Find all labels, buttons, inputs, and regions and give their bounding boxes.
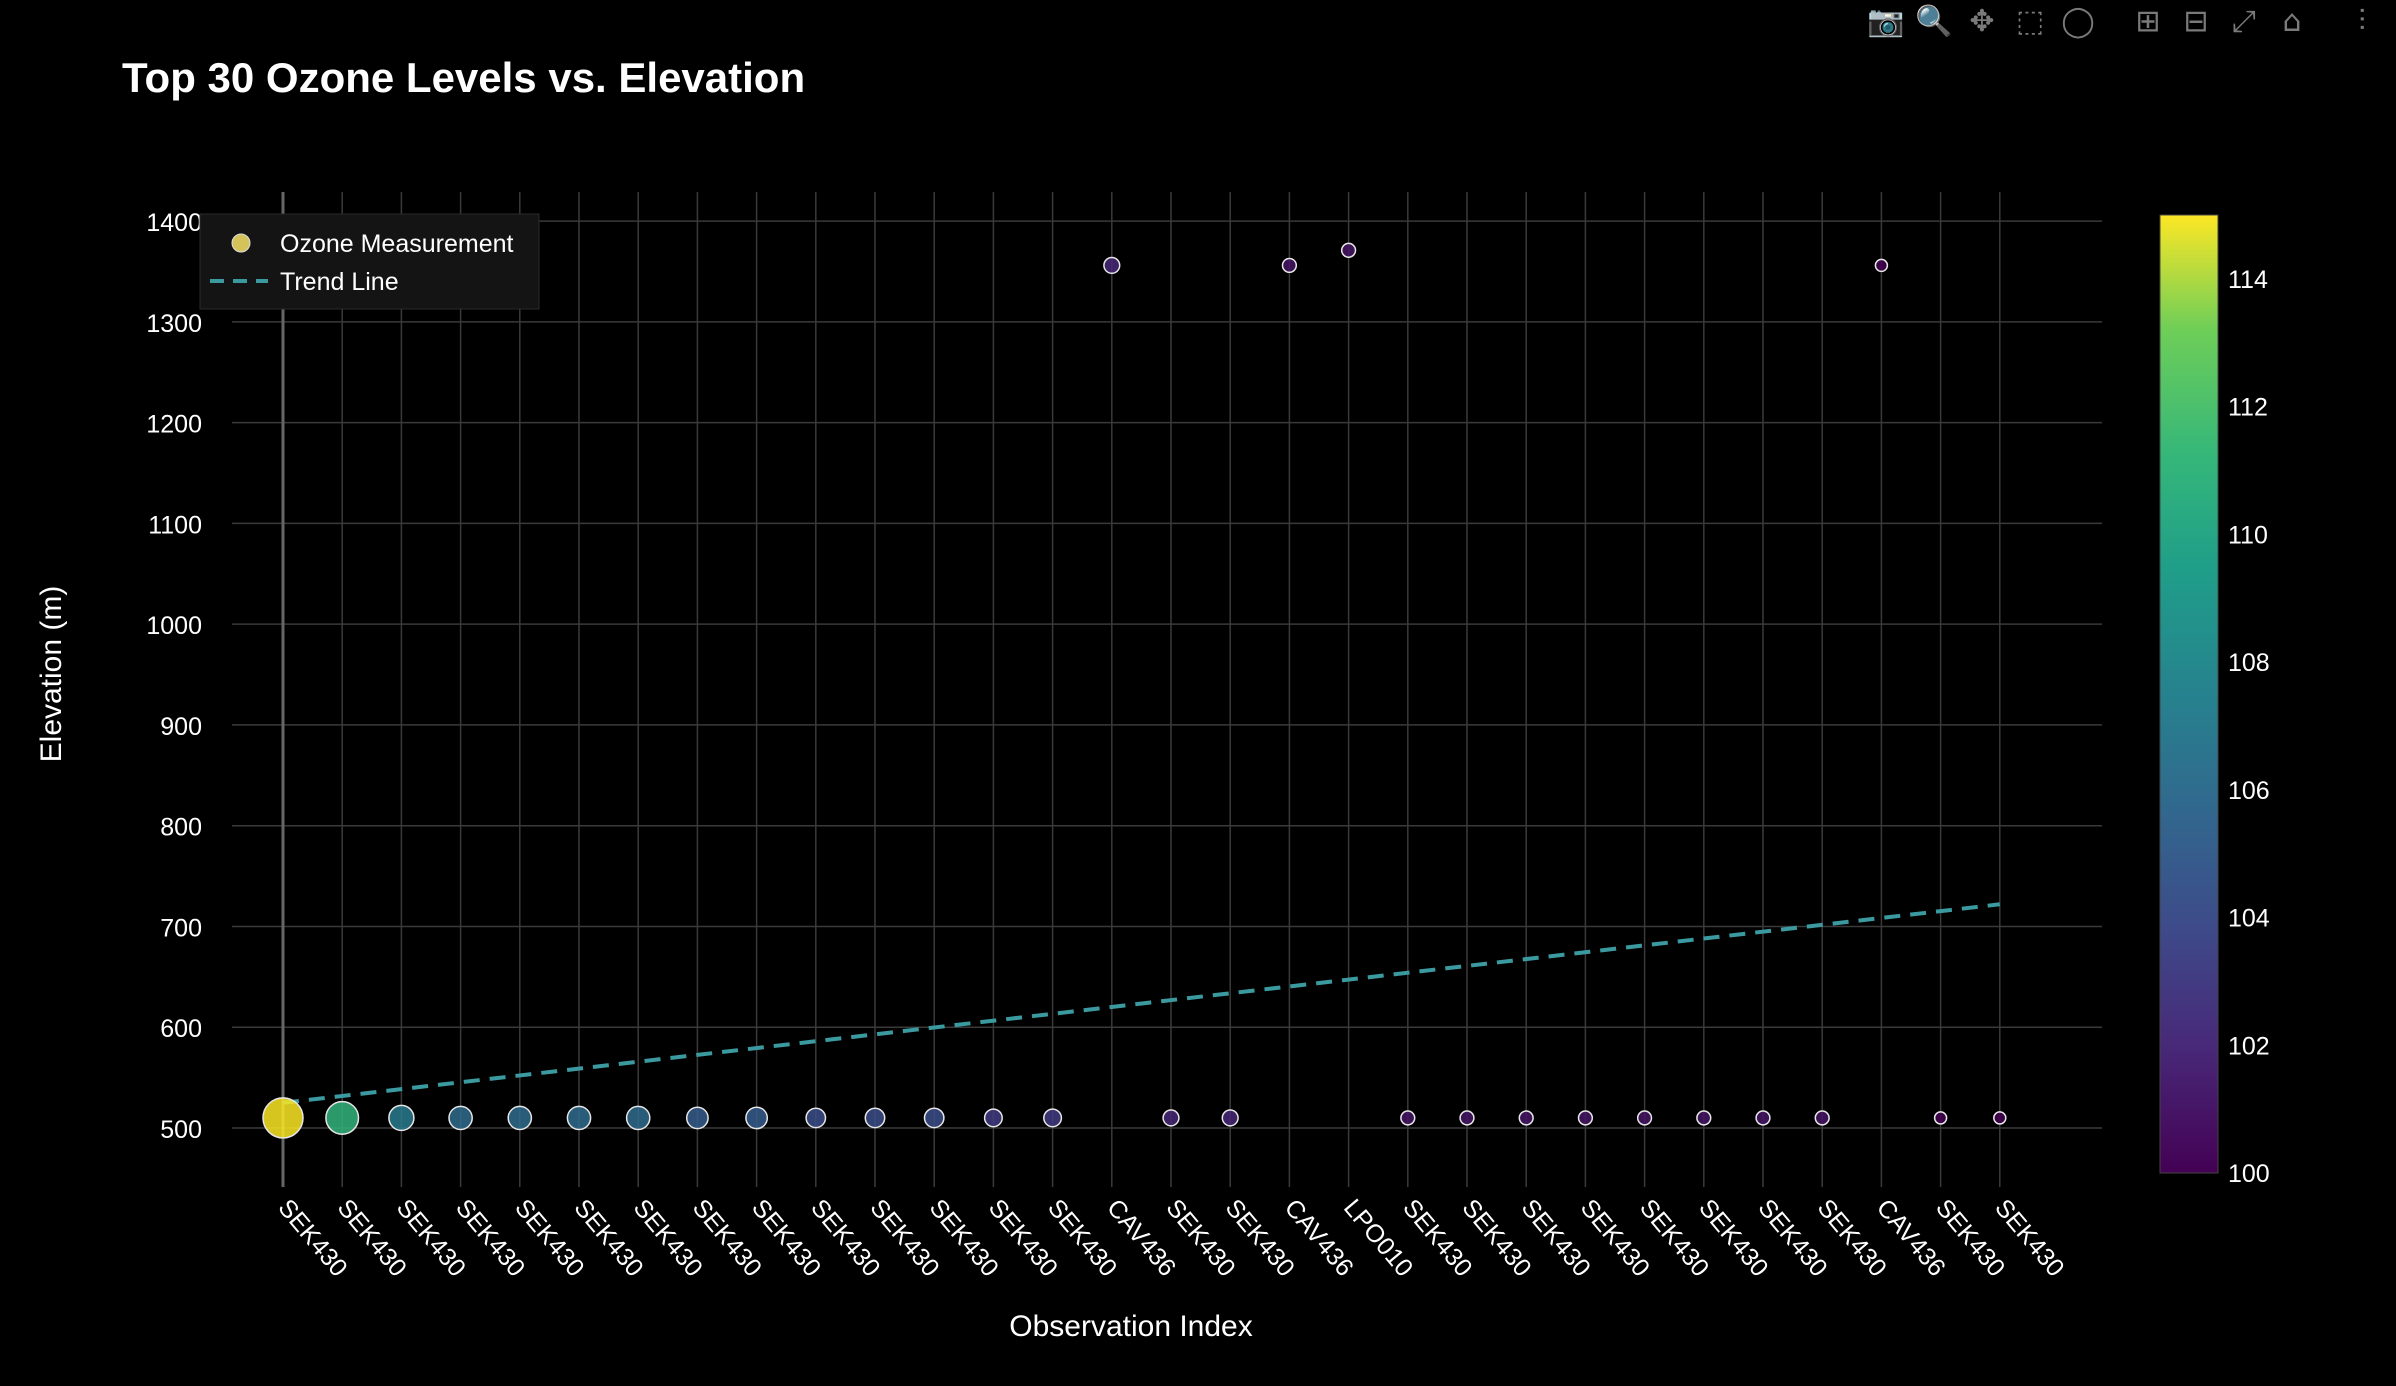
legend-marker-ozone xyxy=(231,233,251,253)
pan-icon[interactable]: ✥ xyxy=(1969,4,1995,39)
y-tick-label: 500 xyxy=(160,1116,202,1144)
trend-line xyxy=(282,902,2001,1105)
scatter-point[interactable] xyxy=(507,1105,533,1131)
x-axis-ticks: SEK430SEK430SEK430SEK430SEK430SEK430SEK4… xyxy=(272,1194,2069,1282)
y-axis-ticks: 500 600 700 800 900 1000 1100 1200 1300 1400 xyxy=(146,209,202,1144)
colorbar-tick-label: 102 xyxy=(2228,1032,2270,1060)
modebar: 📷 🔍 ✥ ⬚ ◯ ⊞ ⊟ ⤢ ⌂ ⫶ xyxy=(1862,4,2386,40)
scatter-point[interactable] xyxy=(1874,258,1889,273)
camera-icon[interactable]: 📷 xyxy=(1867,4,1905,39)
scatter-point[interactable] xyxy=(805,1107,827,1129)
y-tick-label: 1100 xyxy=(148,511,202,539)
colorbar-tick-label: 108 xyxy=(2228,649,2270,677)
scatter-point[interactable] xyxy=(864,1107,886,1129)
colorbar-tick-label: 110 xyxy=(2228,521,2268,549)
scatter-point[interactable] xyxy=(923,1107,945,1129)
scatter-point[interactable] xyxy=(983,1108,1003,1128)
y-tick-label: 1000 xyxy=(146,612,202,640)
y-tick-label: 600 xyxy=(160,1015,202,1043)
scatter-point[interactable] xyxy=(1281,257,1298,274)
scatter-point[interactable] xyxy=(1518,1110,1534,1126)
scatter-point[interactable] xyxy=(1814,1110,1830,1126)
y-tick-label: 700 xyxy=(160,914,202,942)
y-tick-label: 1400 xyxy=(146,209,202,237)
scatter-point[interactable] xyxy=(388,1104,415,1132)
box-select-icon[interactable]: ⬚ xyxy=(2015,4,2045,39)
chart-title: Top 30 Ozone Levels vs. Elevation xyxy=(122,54,805,101)
y-tick-label: 1300 xyxy=(146,310,202,338)
plotly-logo-icon[interactable]: ⫶ xyxy=(2358,4,2366,39)
colorbar-tick-label: 114 xyxy=(2228,266,2268,294)
scatter-point[interactable] xyxy=(685,1106,709,1130)
scatter-point[interactable] xyxy=(325,1100,360,1135)
scatter-point[interactable] xyxy=(1162,1109,1180,1127)
legend-box xyxy=(199,213,540,310)
scatter-point[interactable] xyxy=(1933,1111,1948,1125)
legend-label-trend[interactable]: Trend Line xyxy=(280,268,399,296)
colorbar-tick-label: 112 xyxy=(2228,394,2268,422)
zoom-in-icon[interactable]: ⊞ xyxy=(2135,4,2161,39)
scatter-point[interactable] xyxy=(1103,256,1121,275)
scatter-point[interactable] xyxy=(1696,1110,1712,1126)
scatter-point[interactable] xyxy=(566,1105,592,1131)
colorbar-ticks: 100 102 104 106 108 110 112 114 xyxy=(2228,266,2270,1188)
legend[interactable]: Ozone Measurement Trend Line xyxy=(199,213,540,310)
grid xyxy=(232,192,2102,1187)
y-axis-label: Elevation (m) xyxy=(35,586,68,763)
colorbar: 100 102 104 106 108 110 112 114 xyxy=(2159,214,2270,1188)
modebar-gap xyxy=(2102,4,2124,40)
scatter-point[interactable] xyxy=(1459,1110,1475,1126)
y-tick-label: 800 xyxy=(160,814,202,842)
scatter-point[interactable] xyxy=(1043,1108,1063,1128)
scatter-point[interactable] xyxy=(1636,1110,1653,1126)
scatter-point[interactable] xyxy=(625,1105,651,1131)
reset-axes-icon[interactable]: ⌂ xyxy=(2282,4,2302,39)
scatter-point[interactable] xyxy=(1400,1110,1416,1126)
colorbar-gradient xyxy=(2159,214,2219,1174)
x-axis-label: Observation Index xyxy=(1009,1310,1252,1343)
autoscale-icon[interactable]: ⤢ xyxy=(2232,4,2256,39)
colorbar-tick-label: 104 xyxy=(2228,905,2270,933)
scatter-point[interactable] xyxy=(1340,242,1357,258)
scatter-point[interactable] xyxy=(1221,1109,1239,1127)
scatter-point[interactable] xyxy=(745,1106,769,1130)
colorbar-tick-label: 106 xyxy=(2228,777,2270,805)
scatter-point[interactable] xyxy=(448,1105,473,1131)
scatter-point[interactable] xyxy=(1993,1111,2007,1125)
trend-line-layer xyxy=(282,902,2001,1105)
y-tick-label: 900 xyxy=(160,713,202,741)
modebar-gap xyxy=(2316,4,2338,40)
y-tick-label: 1200 xyxy=(146,411,202,439)
lasso-select-icon[interactable]: ◯ xyxy=(2061,4,2095,39)
zoom-out-icon[interactable]: ⊟ xyxy=(2183,4,2209,39)
legend-label-ozone[interactable]: Ozone Measurement xyxy=(280,230,514,258)
colorbar-tick-label: 100 xyxy=(2228,1160,2270,1188)
scatter-point[interactable] xyxy=(1755,1110,1771,1126)
scatter-point[interactable] xyxy=(1577,1110,1594,1126)
zoom-icon[interactable]: 🔍 xyxy=(1915,4,1953,39)
scatter-point[interactable] xyxy=(262,1097,304,1139)
scatter-points[interactable] xyxy=(262,242,2007,1139)
